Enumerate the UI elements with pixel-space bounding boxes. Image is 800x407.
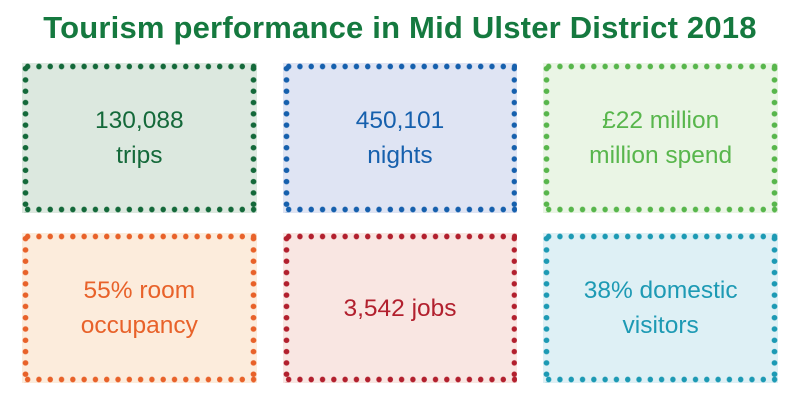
page-title: Tourism performance in Mid Ulster Distri…: [43, 10, 757, 45]
stat-tile-domestic-visitors: 38% domestic visitors: [543, 233, 778, 383]
stat-label: nights: [367, 142, 433, 169]
stat-tile-nights: 450,101 nights: [283, 63, 518, 213]
stat-value: 3,542 jobs: [343, 294, 457, 322]
stat-tile-room-occupancy: 55% room occupancy: [22, 233, 257, 383]
stat-value: 38% domestic: [583, 277, 738, 304]
stat-tile-jobs: 3,542 jobs: [283, 233, 518, 383]
stat-label: visitors: [622, 312, 699, 339]
stat-grid: 130,088 trips 450,101 nights £22 million…: [22, 63, 778, 383]
stat-value: £22 million: [602, 107, 720, 134]
stat-value: 450,101: [355, 107, 445, 134]
stat-tile-spend: £22 million million spend: [543, 63, 778, 213]
stat-label: million spend: [589, 142, 733, 169]
stat-value: 130,088: [95, 107, 184, 134]
stat-label: occupancy: [80, 312, 198, 339]
stat-label: trips: [116, 142, 163, 169]
stat-tile-trips: 130,088 trips: [22, 63, 257, 213]
stat-value: 55% room: [83, 277, 196, 304]
